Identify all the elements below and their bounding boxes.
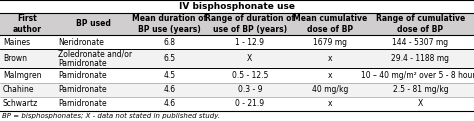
Text: Brown: Brown — [3, 54, 27, 63]
Text: Schwartz: Schwartz — [3, 99, 38, 108]
Text: 0 - 21.9: 0 - 21.9 — [235, 99, 264, 108]
Text: Mean duration of
BP use (years): Mean duration of BP use (years) — [132, 14, 207, 34]
Text: Zoledronate and/or
Pamidronate: Zoledronate and/or Pamidronate — [58, 49, 132, 68]
Text: x: x — [328, 99, 333, 108]
Text: 0.5 - 12.5: 0.5 - 12.5 — [232, 71, 268, 80]
Text: Range of cumulative
dose of BP: Range of cumulative dose of BP — [376, 14, 465, 34]
Text: Malmgren: Malmgren — [3, 71, 42, 80]
Text: BP = bisphosphonates; X - data not stated in published study.: BP = bisphosphonates; X - data not state… — [2, 113, 220, 119]
Text: 2.5 - 81 mg/kg: 2.5 - 81 mg/kg — [392, 85, 448, 94]
Text: 10 – 40 mg/m² over 5 - 8 hours: 10 – 40 mg/m² over 5 - 8 hours — [361, 71, 474, 80]
Text: 0.3 - 9: 0.3 - 9 — [237, 85, 262, 94]
Text: x: x — [328, 54, 333, 63]
Text: 4.6: 4.6 — [163, 85, 175, 94]
Text: 1679 mg: 1679 mg — [313, 38, 347, 47]
Bar — [0, 83, 474, 97]
Text: BP used: BP used — [76, 19, 111, 29]
Bar — [0, 0, 474, 13]
Bar — [0, 13, 474, 35]
Text: 1 - 12.9: 1 - 12.9 — [236, 38, 264, 47]
Text: x: x — [328, 71, 333, 80]
Text: Pamidronate: Pamidronate — [58, 85, 107, 94]
Bar — [0, 49, 474, 68]
Text: Pamidronate: Pamidronate — [58, 71, 107, 80]
Text: Chahine: Chahine — [3, 85, 35, 94]
Text: 29.4 - 1188 mg: 29.4 - 1188 mg — [392, 54, 449, 63]
Text: 144 - 5307 mg: 144 - 5307 mg — [392, 38, 448, 47]
Text: 6.8: 6.8 — [163, 38, 175, 47]
Text: 4.6: 4.6 — [163, 99, 175, 108]
Text: Mean cumulative
dose of BP: Mean cumulative dose of BP — [293, 14, 368, 34]
Text: Maines: Maines — [3, 38, 30, 47]
Text: 4.5: 4.5 — [163, 71, 175, 80]
Text: First
author: First author — [13, 14, 42, 34]
Text: X: X — [418, 99, 423, 108]
Bar — [0, 68, 474, 83]
Text: 40 mg/kg: 40 mg/kg — [312, 85, 349, 94]
Text: IV bisphosphonate use: IV bisphosphonate use — [179, 2, 295, 11]
Bar — [0, 35, 474, 49]
Text: Neridronate: Neridronate — [58, 38, 104, 47]
Text: 6.5: 6.5 — [163, 54, 175, 63]
Bar — [0, 97, 474, 111]
Text: X: X — [247, 54, 253, 63]
Text: Range of duration of
use of BP (years): Range of duration of use of BP (years) — [205, 14, 295, 34]
Text: Pamidronate: Pamidronate — [58, 99, 107, 108]
